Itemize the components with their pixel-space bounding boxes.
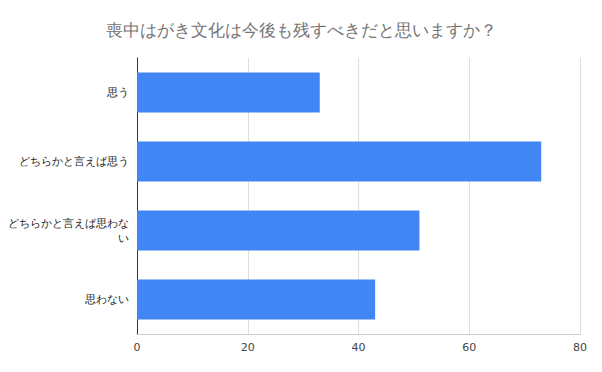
svg-text:どちらかと言えば思わな: どちらかと言えば思わな xyxy=(8,217,129,230)
svg-text:20: 20 xyxy=(241,341,255,354)
svg-text:喪中はがき文化は今後も残すべきだと思いますか？: 喪中はがき文化は今後も残すべきだと思いますか？ xyxy=(106,20,497,40)
svg-text:どちらかと言えば思う: どちらかと言えば思う xyxy=(19,155,129,168)
svg-text:0: 0 xyxy=(134,341,141,354)
svg-text:60: 60 xyxy=(462,341,476,354)
svg-text:80: 80 xyxy=(573,341,587,354)
svg-text:思う: 思う xyxy=(106,86,129,99)
svg-text:40: 40 xyxy=(352,341,366,354)
svg-text:思わない: 思わない xyxy=(84,293,129,306)
svg-text:い: い xyxy=(118,232,129,245)
